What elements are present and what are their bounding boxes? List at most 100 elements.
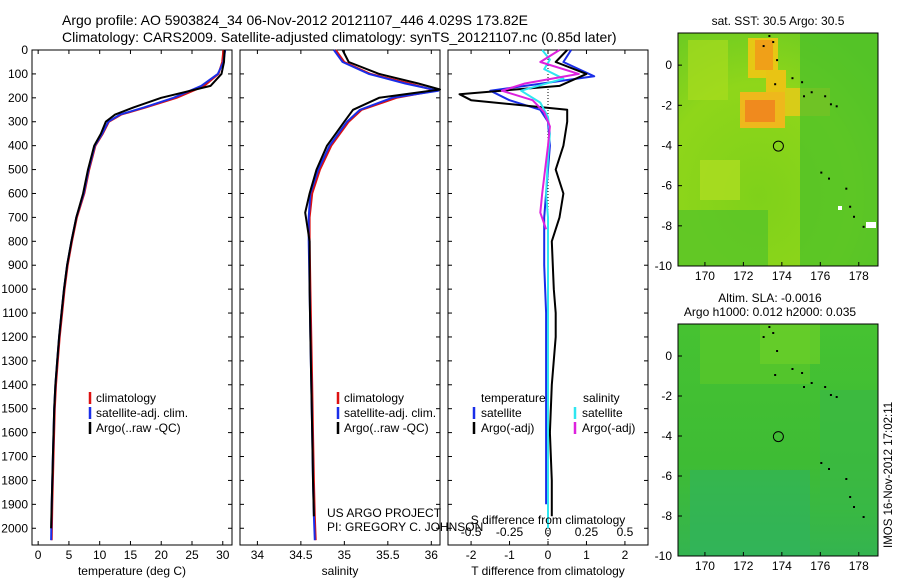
sst-map <box>678 33 878 266</box>
salinity-xlabel: salinity <box>322 564 359 578</box>
sla-xtick-label: 178 <box>849 559 869 573</box>
island-mark <box>762 45 765 48</box>
temperature-xtick-label: 5 <box>66 548 73 562</box>
island-mark <box>845 478 848 480</box>
depth-tick-label: 100 <box>8 67 28 81</box>
difference-s-xtick-label: 0 <box>545 525 552 539</box>
island-mark <box>820 171 823 174</box>
sst-warm-patch <box>688 40 728 100</box>
island-mark <box>853 506 855 508</box>
temperature-axes <box>31 49 233 546</box>
temperature-xtick-label: 20 <box>155 548 169 562</box>
depth-tick-label: 1500 <box>1 402 28 416</box>
sla-xtick-label: 176 <box>810 559 830 573</box>
sla-low-patch <box>690 470 810 556</box>
sla-map <box>678 324 878 556</box>
difference-series-salinity-argo-adj- <box>500 49 580 230</box>
sla-ytick-label: -6 <box>661 469 672 483</box>
sla-map-subtitle: Argo h1000: 0.012 h2000: 0.035 <box>684 305 856 319</box>
salinity-series-argo-raw-qc- <box>304 49 441 517</box>
island-mark <box>803 386 805 388</box>
island-mark <box>862 225 865 228</box>
legend-climatology-label: climatology <box>96 391 156 405</box>
sst-ytick-label: -2 <box>661 98 672 112</box>
temperature-xtick-label: 10 <box>93 548 107 562</box>
sla-coastline <box>762 326 865 518</box>
depth-tick-label: 1300 <box>1 354 28 368</box>
island-mark <box>835 396 838 398</box>
island-mark <box>772 332 775 334</box>
island-mark <box>810 91 813 94</box>
sst-cool-patch <box>700 160 740 200</box>
island-mark <box>835 105 838 108</box>
salinity-axes <box>239 49 441 546</box>
depth-tick-label: 2000 <box>1 521 28 535</box>
sla-argo-position-marker <box>772 431 784 443</box>
temperature-xlabel: temperature (deg C) <box>78 564 186 578</box>
sst-missing-cell <box>838 206 842 210</box>
depth-tick-label: 800 <box>8 234 28 248</box>
depth-tick-label: 1100 <box>2 306 28 320</box>
difference-xtick-label: -1 <box>504 548 515 562</box>
difference-xtick-label: -2 <box>466 548 477 562</box>
difference-top-xlabel: S difference from climatology <box>471 513 626 527</box>
title-line-1: Argo profile: AO 5903824_34 06-Nov-2012 … <box>62 12 528 28</box>
sla-high-patch <box>760 324 820 364</box>
depth-tick-label: 400 <box>8 139 28 153</box>
sla-map-frame <box>677 323 879 557</box>
legend-satellite-label: satellite-adj. clim. <box>96 406 188 420</box>
pi-label: PI: GREGORY C. JOHNSON <box>327 520 483 534</box>
island-mark <box>853 215 855 218</box>
sla-low-patch <box>820 390 878 510</box>
sst-missing-cell <box>866 222 876 228</box>
depth-tick-label: 900 <box>8 258 28 272</box>
sst-xtick-label: 178 <box>849 269 869 283</box>
sla-xtick-label: 170 <box>695 559 715 573</box>
depth-tick-label: 0 <box>21 43 28 57</box>
sst-cool-patch <box>678 210 768 266</box>
salinity-legend: climatology satellite-adj. clim. Argo(..… <box>336 391 436 435</box>
sla-map-title: Altim. SLA: -0.0016 <box>718 291 822 305</box>
island-mark <box>862 516 865 518</box>
island-mark <box>768 326 771 328</box>
island-mark <box>791 368 794 370</box>
island-mark <box>803 95 805 98</box>
sst-xtick-label: 170 <box>695 269 715 283</box>
legend-temperature-title: temperature <box>481 391 546 405</box>
sla-ytick-label: -2 <box>661 389 672 403</box>
sla-ytick-label: -10 <box>655 549 673 563</box>
depth-tick-label: 500 <box>8 163 28 177</box>
legend-s-satellite-label: satellite <box>582 406 623 420</box>
depth-tick-label: 1400 <box>1 378 28 392</box>
sla-ytick-label: 0 <box>665 349 672 363</box>
sla-ytick-label: -8 <box>661 509 672 523</box>
sst-ytick-label: -8 <box>661 219 672 233</box>
timestamp-label: IMOS 16-Nov-2012 17:02:11 <box>883 402 895 548</box>
island-mark <box>810 382 813 384</box>
legend-argo-label: Argo(..raw -QC) <box>96 421 181 435</box>
legend-t-satellite-label: satellite <box>481 406 522 420</box>
sst-warm-patch <box>745 100 775 122</box>
sst-map-frame <box>677 32 879 267</box>
salinity-xtick-label: 34.5 <box>289 548 313 562</box>
depth-tick-label: 1800 <box>1 473 28 487</box>
sst-xtick-label: 172 <box>733 269 753 283</box>
salinity-xtick-label: 36 <box>425 548 439 562</box>
difference-s-xtick-label: 0.5 <box>617 525 634 539</box>
sla-ytick-label: -4 <box>661 429 672 443</box>
depth-tick-label: 1900 <box>1 497 28 511</box>
sst-argo-position-marker <box>772 140 784 152</box>
island-mark <box>762 336 765 338</box>
island-mark <box>824 95 827 98</box>
sst-xtick-label: 176 <box>810 269 830 283</box>
legend-t-argo-label: Argo(-adj) <box>481 421 534 435</box>
depth-tick-label: 1600 <box>1 426 28 440</box>
title-line-2: Climatology: CARS2009. Satellite-adjuste… <box>62 29 617 45</box>
salinity-xtick-label: 34 <box>251 548 265 562</box>
depth-tick-label: 300 <box>8 115 28 129</box>
island-mark <box>772 41 775 44</box>
depth-tick-label: 600 <box>8 186 28 200</box>
temperature-xtick-label: 0 <box>35 548 42 562</box>
legend-satellite-label: satellite-adj. clim. <box>344 406 436 420</box>
island-mark <box>801 372 804 374</box>
